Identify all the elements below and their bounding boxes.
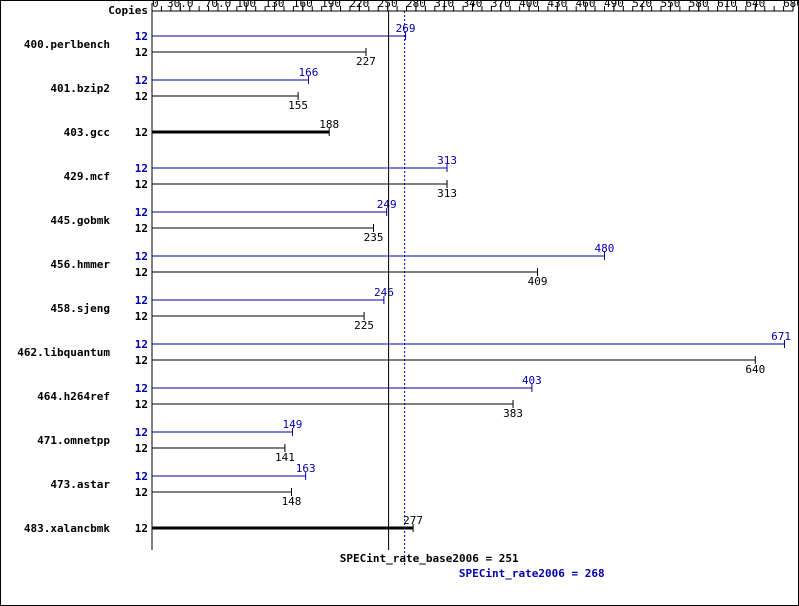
copies-label: 12	[135, 90, 148, 103]
axis-label: 580	[689, 0, 709, 10]
axis-label: 250	[378, 0, 398, 10]
axis-label: 490	[604, 0, 624, 10]
axis-label: 30.0	[167, 0, 194, 10]
bar-value: 313	[437, 154, 457, 167]
copies-label: 12	[135, 470, 148, 483]
footer-peak-label: SPECint_rate2006 = 268	[459, 567, 605, 580]
copies-label: 12	[135, 222, 148, 235]
bar-value: 235	[364, 231, 384, 244]
axis-label: 460	[576, 0, 596, 10]
copies-label: 12	[135, 178, 148, 191]
copies-label: 12	[135, 126, 148, 139]
copies-label: 12	[135, 206, 148, 219]
axis-label: 340	[463, 0, 483, 10]
axis-label: 550	[661, 0, 681, 10]
chart-border	[1, 1, 799, 606]
axis-label: 370	[491, 0, 511, 10]
axis-label: 520	[632, 0, 652, 10]
copies-label: 12	[135, 338, 148, 351]
axis-label: 280	[406, 0, 426, 10]
bar-value: 671	[771, 330, 791, 343]
axis-label: 100	[236, 0, 256, 10]
axis-label: 430	[547, 0, 567, 10]
axis-label: 680	[783, 0, 799, 10]
benchmark-label: 464.h264ref	[37, 390, 110, 403]
benchmark-label: 403.gcc	[64, 126, 110, 139]
axis-label: 640	[745, 0, 765, 10]
bar-value: 409	[528, 275, 548, 288]
axis-label: 610	[717, 0, 737, 10]
axis-label: 130	[265, 0, 285, 10]
copies-label: 12	[135, 74, 148, 87]
bar-value: 166	[299, 66, 319, 79]
benchmark-label: 400.perlbench	[24, 38, 110, 51]
bar-value: 403	[522, 374, 542, 387]
benchmark-label: 471.omnetpp	[37, 434, 110, 447]
axis-label: 310	[434, 0, 454, 10]
copies-label: 12	[135, 310, 148, 323]
copies-label: 12	[135, 354, 148, 367]
benchmark-label: 462.libquantum	[17, 346, 110, 359]
copies-label: 12	[135, 266, 148, 279]
copies-label: 12	[135, 46, 148, 59]
bar-value: 246	[374, 286, 394, 299]
bar-value: 640	[745, 363, 765, 376]
copies-label: 12	[135, 426, 148, 439]
bar-value: 188	[319, 118, 339, 131]
copies-label: 12	[135, 162, 148, 175]
axis-label: 70.0	[205, 0, 232, 10]
spec-rate-chart: Copies 0 30.0 70.0 100 130 160 190 220 250 280 310 3…	[0, 0, 799, 606]
copies-label: 12	[135, 522, 148, 535]
bar-value: 227	[356, 55, 376, 68]
bar-value: 141	[275, 451, 295, 464]
bar-value: 249	[377, 198, 397, 211]
copies-header: Copies	[108, 4, 148, 17]
copies-label: 12	[135, 382, 148, 395]
bar-value: 149	[283, 418, 303, 431]
copies-label: 12	[135, 30, 148, 43]
bar-value: 277	[403, 514, 423, 527]
bar-value: 313	[437, 187, 457, 200]
copies-label: 12	[135, 442, 148, 455]
bar-value: 269	[396, 22, 416, 35]
axis-label: 400	[519, 0, 539, 10]
bar-value: 225	[354, 319, 374, 332]
bar-value: 163	[296, 462, 316, 475]
copies-label: 12	[135, 250, 148, 263]
benchmark-label: 456.hmmer	[50, 258, 110, 271]
copies-label: 12	[135, 294, 148, 307]
axis-label: 220	[349, 0, 369, 10]
axis-label: 160	[293, 0, 313, 10]
copies-label: 12	[135, 486, 148, 499]
axis-label: 190	[321, 0, 341, 10]
benchmark-label: 458.sjeng	[50, 302, 110, 315]
bar-value: 155	[288, 99, 308, 112]
copies-label: 12	[135, 398, 148, 411]
bar-value: 148	[282, 495, 302, 508]
bar-value: 383	[503, 407, 523, 420]
benchmark-label: 483.xalancbmk	[24, 522, 110, 535]
footer-base-label: SPECint_rate_base2006 = 251	[340, 552, 519, 565]
benchmark-label: 445.gobmk	[50, 214, 110, 227]
benchmark-label: 473.astar	[50, 478, 110, 491]
axis-label: 0	[152, 0, 159, 10]
bar-value: 480	[595, 242, 615, 255]
benchmark-label: 429.mcf	[64, 170, 110, 183]
benchmark-label: 401.bzip2	[50, 82, 110, 95]
